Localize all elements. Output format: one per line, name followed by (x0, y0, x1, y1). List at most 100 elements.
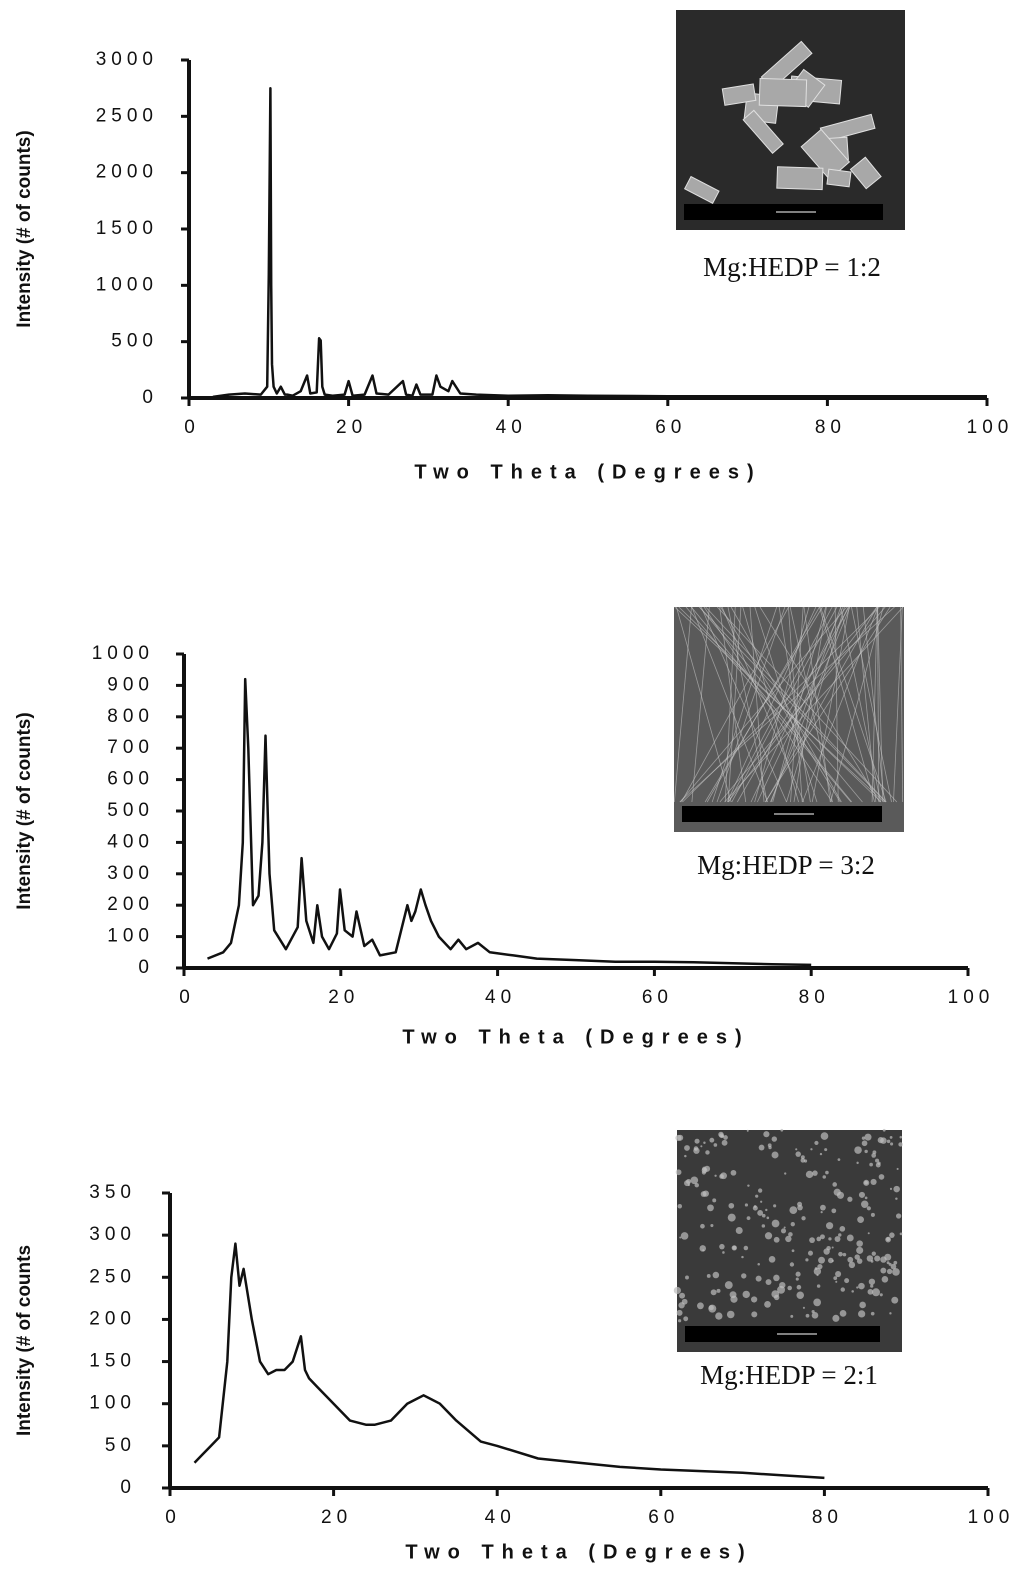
sem-grain (819, 1152, 823, 1156)
sem-fiber (803, 606, 831, 803)
x-tick-label: 40 (496, 417, 527, 438)
sem-grain (809, 1237, 815, 1244)
sem-grain (741, 1255, 744, 1259)
sem-grain (773, 1236, 780, 1243)
sem-grain (714, 1174, 717, 1177)
sem-grain (712, 1271, 720, 1279)
sem-fiber (719, 606, 747, 803)
sem-crystal (776, 166, 824, 191)
sem-grain (765, 1279, 772, 1286)
sem-grain (710, 1289, 717, 1296)
y-axis-label: Intensity (# of counts) (14, 130, 35, 327)
sem-fiber (851, 606, 892, 803)
sem-grain (898, 1142, 903, 1147)
sem-fiber (820, 606, 887, 803)
y-tick-label: 50 (105, 1435, 136, 1456)
sem-grain (785, 1235, 792, 1243)
sem-grain (839, 1225, 846, 1232)
y-tick-label: 150 (89, 1351, 136, 1372)
x-tick-label: 80 (799, 987, 830, 1008)
data-line (212, 86, 987, 399)
sem-grain (867, 1232, 870, 1235)
sem-fiber (699, 606, 886, 803)
sem-grain (870, 1311, 875, 1316)
sem-grain (713, 1143, 718, 1147)
sem-grain (858, 1191, 866, 1198)
sem-fiber (834, 606, 839, 803)
data-line (193, 1242, 825, 1480)
sem-crystal (758, 77, 808, 108)
sem-grain (832, 1182, 838, 1187)
sem-grain (864, 1149, 868, 1154)
sem-grain (694, 1182, 699, 1188)
sem-fiber (790, 606, 804, 803)
sem-grain (726, 1310, 735, 1319)
y-tick-label: 100 (89, 1393, 136, 1414)
sem-grain (861, 1136, 866, 1140)
sem-grain (844, 1278, 850, 1284)
annotation: Mg:HEDP = 1:2 (703, 252, 881, 282)
sem-grain (694, 1138, 700, 1144)
sem-grain (864, 1196, 868, 1200)
sem-fiber (754, 606, 818, 803)
sem-grain (847, 1196, 853, 1202)
sem-fiber (691, 606, 853, 803)
sem-grain (866, 1255, 874, 1262)
sem-grain (820, 1234, 825, 1240)
sem-fiber (703, 606, 833, 803)
y-tick-label: 300 (89, 1224, 136, 1245)
sem-fiber (793, 606, 827, 803)
sem-grain (895, 1197, 898, 1200)
sem-grain (810, 1148, 813, 1151)
sem-grain (854, 1146, 862, 1154)
sem-grain (716, 1288, 721, 1293)
x-tick-label: 0 (165, 1507, 181, 1528)
sem-grain (697, 1302, 704, 1310)
sem-grain (764, 1300, 771, 1308)
sem-fiber (681, 606, 789, 803)
sem-fiber (727, 606, 768, 803)
sem-grain (813, 1298, 821, 1307)
sem-grain (719, 1174, 724, 1179)
sem-grain (709, 1137, 715, 1143)
sem-grain (685, 1275, 689, 1280)
y-tick-label: 600 (107, 769, 154, 790)
sem-grain (856, 1286, 859, 1289)
sem-fiber (770, 606, 842, 803)
sem-grain (751, 1311, 758, 1318)
sem-grain (761, 1213, 766, 1218)
sem-grain (730, 1169, 737, 1176)
sem-fiber (900, 606, 904, 803)
sem-grain (854, 1254, 860, 1260)
sem-fiber (716, 606, 786, 803)
sem-grain (847, 1256, 854, 1263)
sem-grain (820, 1210, 823, 1214)
sem-grain (861, 1140, 868, 1147)
sem-grain (814, 1140, 819, 1145)
x-axis-label: Two Theta (Degrees) (402, 1026, 749, 1048)
y-tick-label: 200 (107, 894, 154, 915)
sem-grain (858, 1282, 865, 1290)
sem-grain (673, 1286, 681, 1295)
sem-grain (787, 1285, 792, 1291)
sem-grain (677, 1319, 682, 1323)
sem-grain (684, 1154, 687, 1158)
sem-grain (675, 1169, 682, 1176)
sem-grain (891, 1296, 899, 1304)
sem-grain (797, 1204, 803, 1211)
sem-grain (886, 1139, 891, 1144)
sem-grain (889, 1232, 895, 1238)
sem-grain (771, 1151, 779, 1159)
sem-grain (880, 1267, 887, 1274)
sem-grain (760, 1200, 763, 1203)
sem-grain (743, 1245, 749, 1251)
sem-grain (768, 1256, 776, 1263)
sem-grain (820, 1204, 826, 1211)
y-tick-label: 1000 (92, 643, 154, 664)
sem-fiber (802, 606, 879, 803)
sem-grain (889, 1136, 893, 1139)
sem-grain (690, 1176, 699, 1185)
sem-grain (886, 1261, 890, 1265)
sem-fiber (724, 606, 904, 803)
sem-grain (868, 1278, 876, 1285)
